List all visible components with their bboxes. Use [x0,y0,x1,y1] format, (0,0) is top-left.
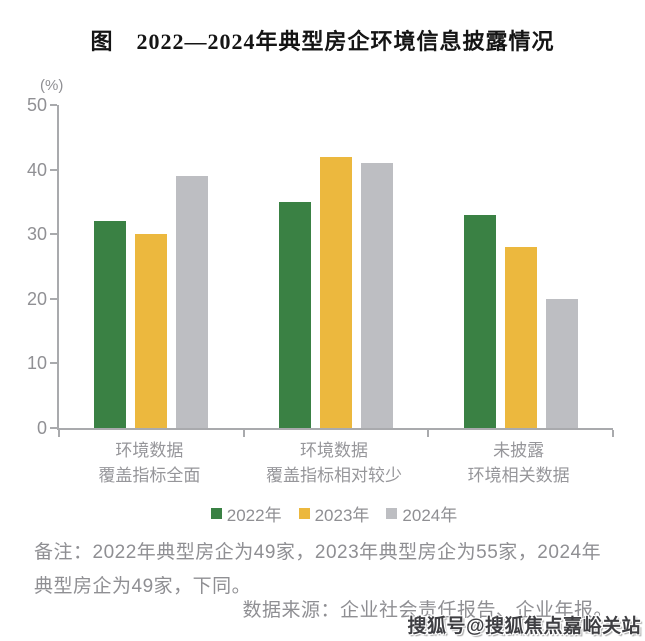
bar-2024年-环境数据 [176,176,209,428]
bar-2023年-环境数据 [320,156,352,428]
plot-area: 0 10 20 30 40 50 [27,96,614,437]
legend: 2022年 2023年 2024年 [57,501,611,526]
legend-swatch [298,508,310,519]
category-label-line2: 环境相关数据 [467,466,570,485]
chart-title: 图 2022—2024年典型房企环境信息披露情况 [90,29,555,54]
category-label-line1: 未披露 [493,441,545,460]
x-axis-tick [427,430,430,437]
legend-item: 2023年 [298,501,370,526]
y-axis-tick [50,233,57,236]
x-axis-category-label: 未披露 环境相关数据 [426,438,611,488]
x-axis-category-label: 环境数据覆盖指标全面 [57,438,242,488]
bar-2022年-环境数据 [279,201,311,428]
y-axis-tick [50,362,57,365]
note-text: 备注：2022年典型房企为49家，2023年典型房企为55家，2024年典型房企… [34,542,602,597]
bar-group [428,105,613,428]
y-axis-tick-label: 10 [26,353,47,374]
legend-label: 2024年 [402,506,458,525]
x-axis-category-label: 环境数据覆盖指标相对较少 [242,438,427,488]
legend-swatch [386,508,398,519]
y-axis-tick-label: 30 [26,224,47,245]
x-axis-tick [242,430,245,437]
legend-swatch [210,508,222,519]
bar-2022年-未披露 [463,214,496,428]
bar-2024年-环境数据 [361,163,393,428]
y-axis-tick-label: 20 [26,288,47,309]
bar-2022年-环境数据 [94,221,127,428]
category-label-line2: 覆盖指标全面 [98,466,201,485]
category-label-line2: 覆盖指标相对较少 [266,466,402,485]
legend-item: 2022年 [210,501,282,526]
y-axis-tick [50,297,57,300]
y-axis-tick-label: 0 [36,418,47,438]
y-axis-tick [50,427,57,429]
y-axis-tick-label: 40 [26,159,47,180]
legend-label: 2022年 [226,506,282,525]
y-axis-tick-label: 50 [26,95,47,115]
bar-2023年-未披露 [504,247,537,428]
category-label-line1: 环境数据 [115,441,184,460]
bar-groups [59,105,613,428]
bar-2024年-未披露 [545,298,578,428]
x-axis-tick [612,430,614,437]
x-axis-category-labels: 环境数据 覆盖指标全面 环境数据 覆盖指标相对较少 未披露 环境相关数据 [57,438,611,488]
bar-group [59,105,244,428]
y-axis-unit-label: (%) [40,77,64,94]
legend-label: 2023年 [314,506,370,525]
watermark-text: 搜狐号@搜狐焦点嘉峪关站 [407,616,641,637]
source-text: 数据来源：企业社会责任报告、企业年报。 [242,600,613,621]
category-label-line1: 环境数据 [300,441,368,460]
x-axis-tick [58,430,60,437]
y-axis-tick [50,168,57,171]
bar-2023年-环境数据 [135,234,168,428]
bar-group [244,105,429,428]
y-axis-tick [50,104,57,106]
legend-item: 2024年 [386,501,457,526]
